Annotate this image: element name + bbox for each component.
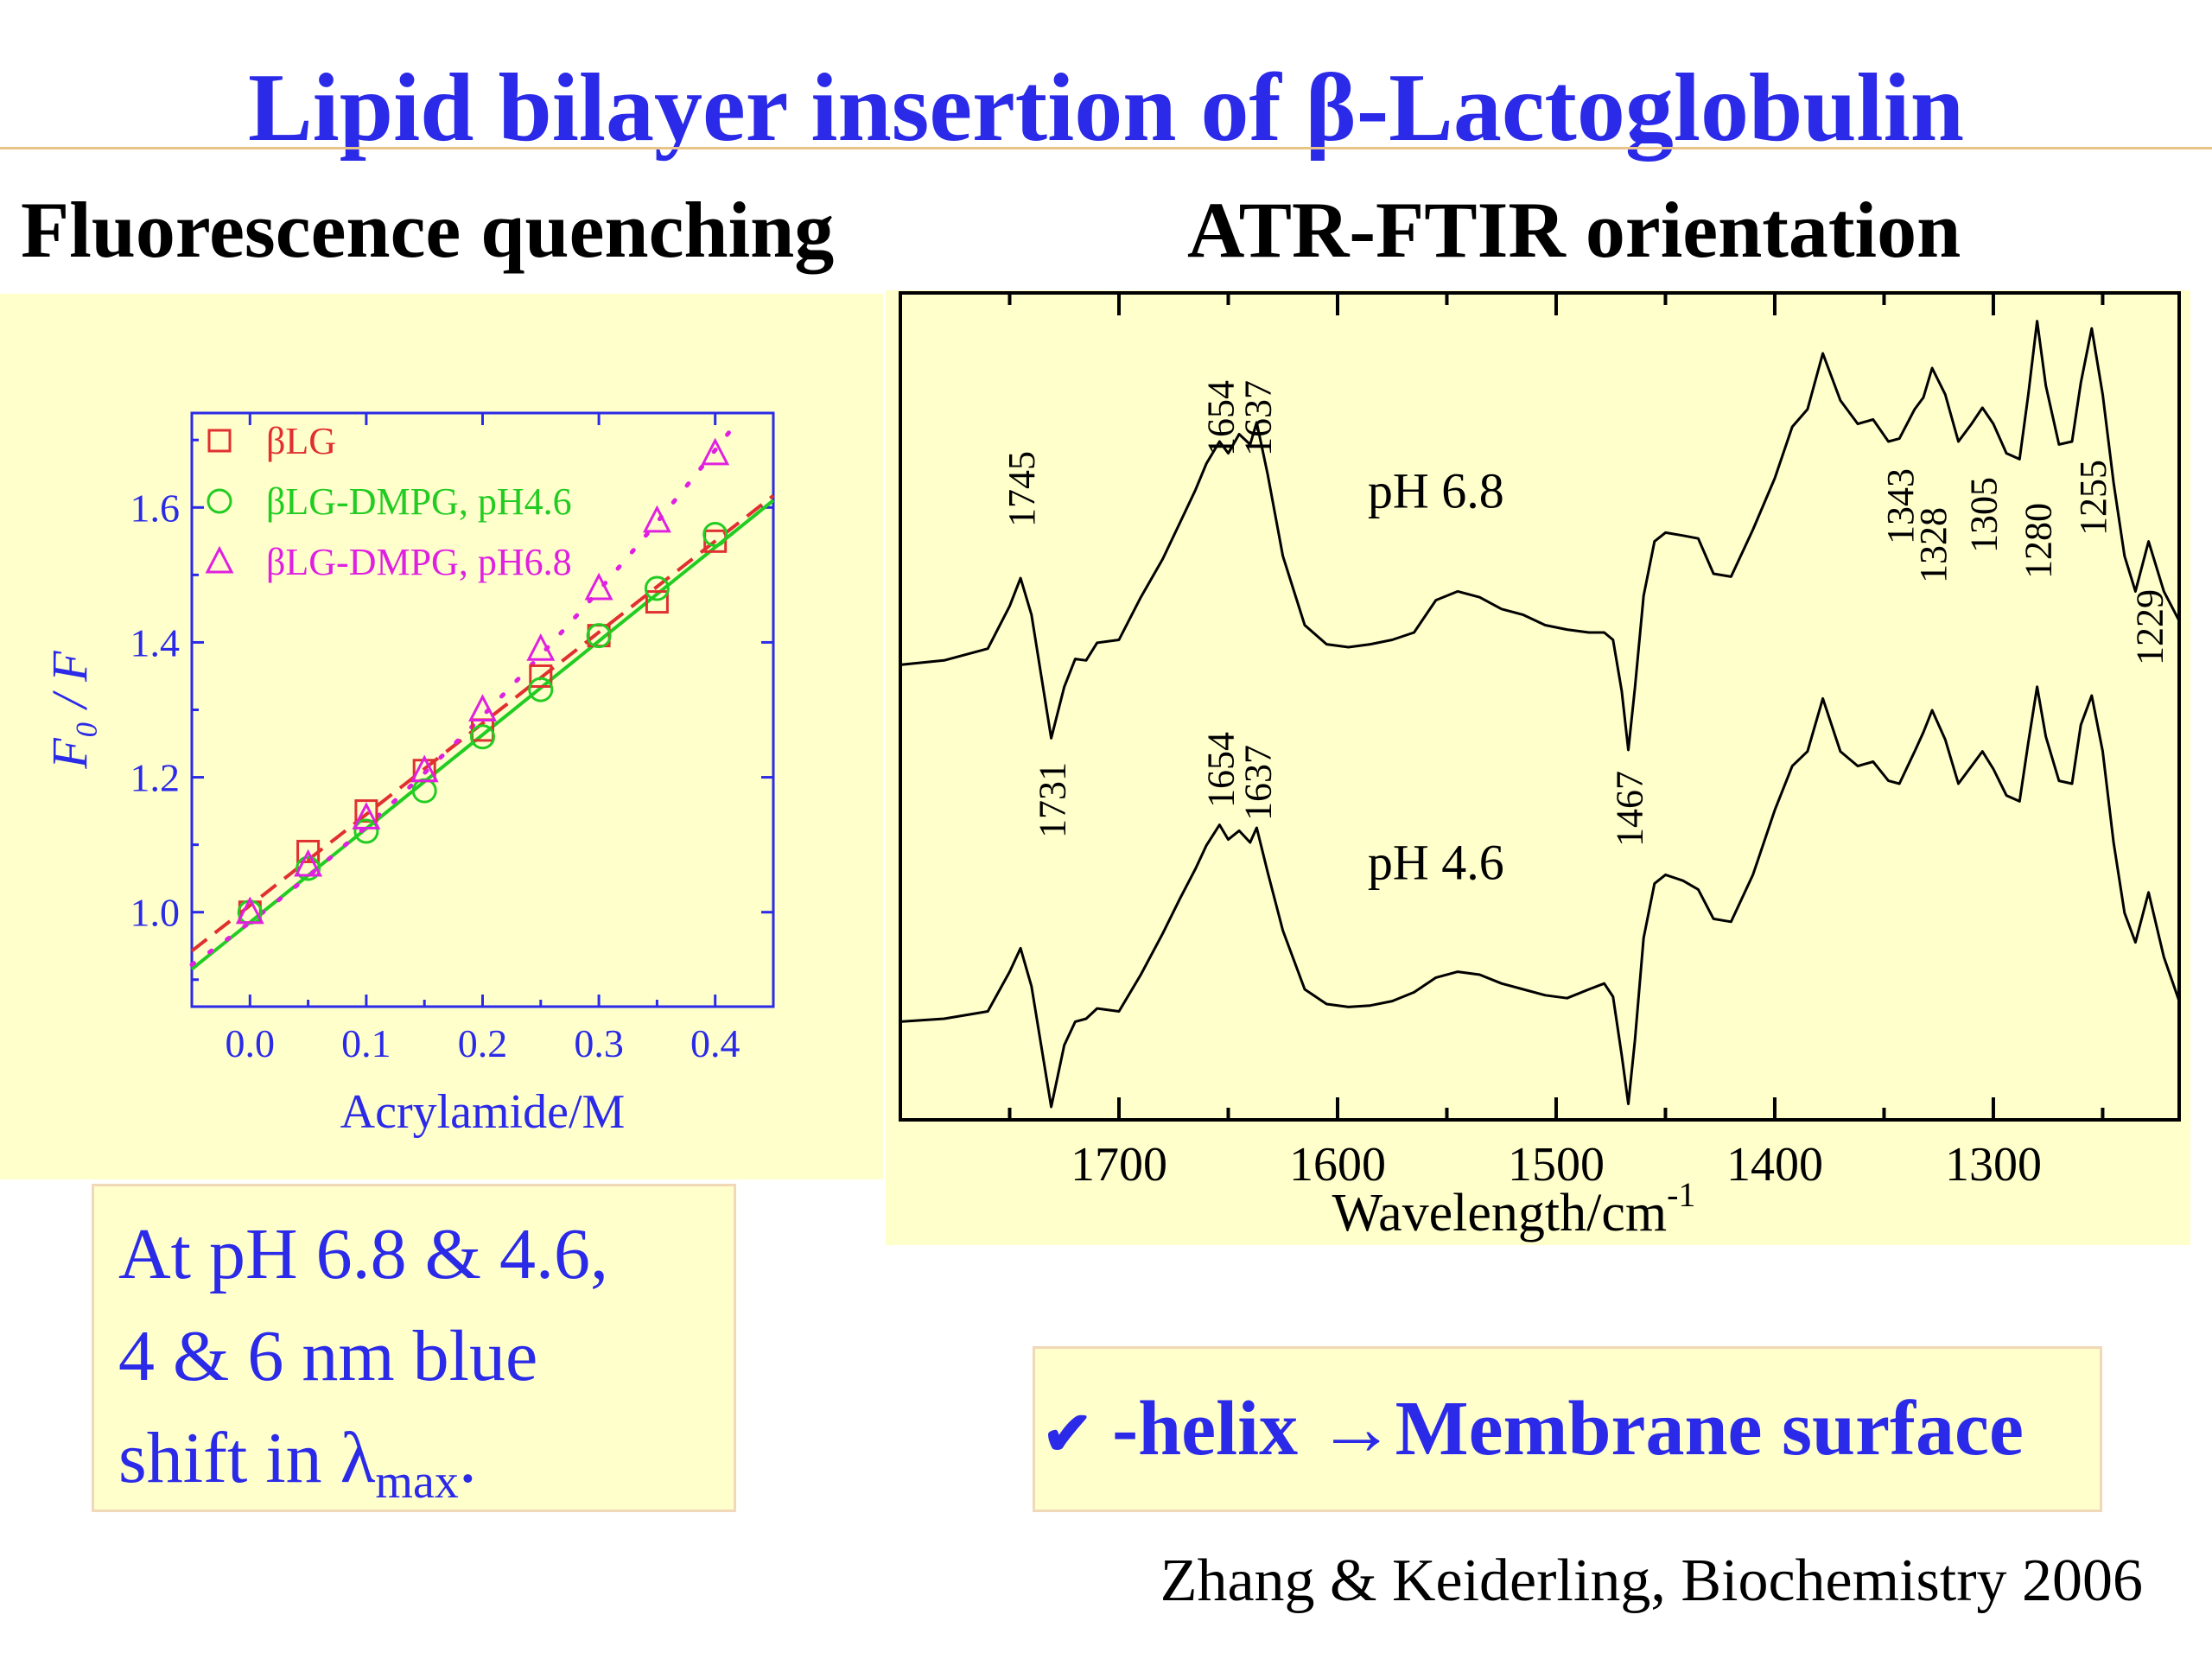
citation: Zhang & Keiderling, Biochemistry 2006 [1160,1548,2143,1614]
quenching-point-s3 [468,694,497,721]
quenching-x-tick-label: 0.3 [574,1021,624,1065]
quenching-y-tick-label: 1.0 [130,891,181,935]
ftir-peak-label: 1343 [1879,468,1922,544]
quenching-x-tick-label: 0.0 [226,1021,276,1065]
quenching-point-s2 [470,724,495,750]
quenching-point-s1 [296,839,321,863]
note-line-2: 4 & 6 nm blue [118,1316,538,1396]
quenching-y-tick-label: 1.4 [130,620,181,664]
quenching-point-s3 [701,437,730,466]
quenching-point-s3 [526,632,556,661]
quenching-point-s2 [296,855,321,881]
ftir-peak-label: 1637 [1236,745,1279,821]
ftir-peak-label: 1745 [1001,451,1043,527]
ftir-peak-label: 1255 [2072,460,2114,536]
ftir-spectrum-1 [899,320,2181,752]
legend-label-3: βLG-DMPG, pH6.8 [266,541,572,583]
helix-label: -helix [1092,1386,1318,1471]
quenching-point-s2 [702,522,728,548]
quenching-point-s1 [529,664,553,688]
ftir-peak-label: 1305 [1962,477,2005,553]
slide-title: Lipid bilayer insertion of β-Lactoglobul… [247,54,1965,162]
quenching-y-axis-label: F₀ / F [41,651,98,770]
quenching-fit-line-2 [190,499,775,971]
quenching-point-s2 [411,778,437,804]
ftir-series-label-1: pH 6.8 [1368,463,1504,519]
helix-conclusion: ✔ -helix →Membrane surface [1033,1346,2102,1512]
check-icon: ✔ [1042,1402,1093,1468]
quenching-x-tick-label: 0.2 [458,1021,508,1065]
quenching-panel [0,294,883,1179]
quenching-point-s3 [294,849,323,877]
subtitle-fluorescence: Fluorescence quenching [21,186,835,274]
ftir-x-tick-label: 1700 [1071,1138,1167,1192]
quenching-point-s3 [410,754,439,783]
legend-marker-2 [207,488,232,514]
legend-marker-1 [207,429,232,453]
ftir-peak-label: 1280 [2018,503,2060,579]
ftir-x-tick-label: 1300 [1945,1138,2042,1192]
note-line-3: shift in λmax. [118,1408,709,1533]
ftir-spectrum-2 [899,685,2181,1109]
title-divider [0,147,2212,149]
quenching-point-s2 [586,623,612,649]
quenching-y-tick-label: 1.6 [130,486,181,530]
quenching-x-axis-label: Acrylamide/M [340,1085,626,1139]
arrow-icon: → [1317,1386,1395,1471]
quenching-point-s3 [584,572,613,601]
ftir-peak-label: 1637 [1236,380,1279,456]
quenching-point-s2 [353,818,379,844]
quenching-point-s1 [645,590,669,614]
ftir-chart: 1700 1600 1500 1400 1300 pH 6.8 pH 4.6 1745 16… [899,291,2181,1243]
ftir-series-label-2: pH 4.6 [1368,835,1504,891]
quenching-point-s3 [642,505,671,533]
ftir-x-tick-label: 1400 [1726,1138,1823,1192]
lambda-symbol: λ [340,1418,376,1498]
note-line-1: At pH 6.8 & 4.6, [118,1214,608,1294]
ftir-peak-label: 1328 [1912,507,1955,583]
ftir-x-tick-label: 1500 [1508,1138,1605,1192]
quenching-y-tick-label: 1.2 [130,756,181,800]
ftir-peak-label: 1654 [1199,380,1242,456]
quenching-point-s3 [235,896,264,925]
blue-shift-note: At pH 6.8 & 4.6, 4 & 6 nm blue shift in … [92,1184,736,1512]
ftir-peak-label: 1731 [1032,762,1074,838]
legend-label-2: βLG-DMPG, pH4.6 [266,480,572,523]
quenching-point-s3 [352,802,381,830]
note-period: . [458,1418,477,1498]
ftir-x-tick-label: 1600 [1289,1138,1386,1192]
lambda-subscript: max [375,1455,459,1509]
quenching-point-s2 [528,677,554,702]
legend-marker-3 [205,545,234,574]
subtitle-atr-ftir: ATR-FTIR orientation [1187,186,1961,274]
legend-label-1: βLG [266,420,336,462]
quenching-x-tick-label: 0.1 [341,1021,391,1065]
note-line-3-text: shift in [118,1418,340,1498]
ftir-peak-label: 1654 [1199,732,1242,808]
ftir-peak-label: 1467 [1609,771,1651,847]
quenching-x-tick-label: 0.4 [690,1021,741,1065]
membrane-surface-label: Membrane surface [1395,1386,2024,1471]
quenching-fit-line-1 [190,494,775,953]
ftir-peak-label: 1229 [2129,589,2171,665]
ftir-x-axis-label: Wavelength/cm-1 [1332,1175,1696,1243]
quenching-point-s2 [644,575,670,601]
ftir-panel [886,290,2190,1245]
quenching-chart: 0.0 0.1 0.2 0.3 0.4 1.0 1.2 1.4 1.6 βLG βLG-DMPG,… [41,411,775,1139]
quenching-point-s1 [354,799,378,823]
ftir-plot-frame [899,291,2181,1122]
